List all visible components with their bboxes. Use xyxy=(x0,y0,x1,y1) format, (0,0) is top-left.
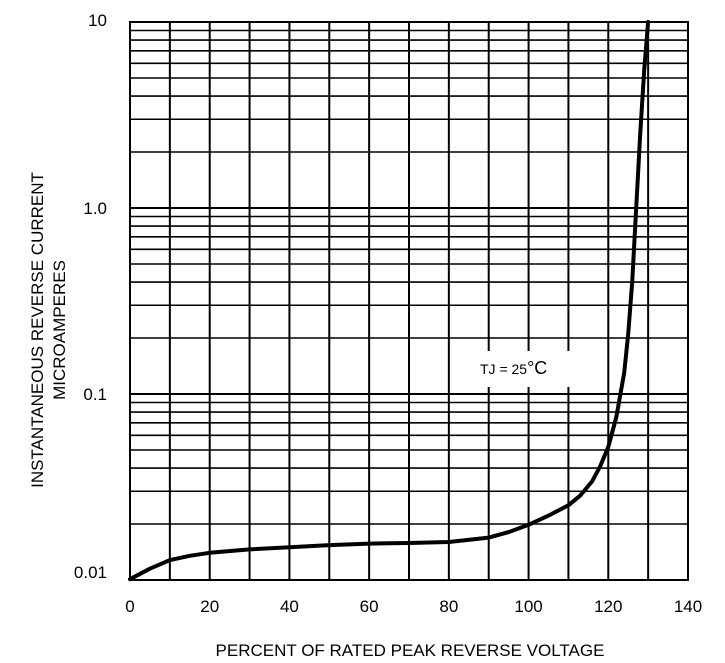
y-tick-label: 0.1 xyxy=(83,385,107,404)
x-axis-title: PERCENT OF RATED PEAK REVERSE VOLTAGE xyxy=(216,641,605,660)
y-axis-title-line2: MICROAMPERES xyxy=(50,260,69,400)
x-tick-label: 20 xyxy=(200,597,219,616)
x-tick-label: 80 xyxy=(439,597,458,616)
x-tick-label: 0 xyxy=(125,597,134,616)
x-tick-label: 140 xyxy=(674,597,702,616)
x-tick-label: 40 xyxy=(280,597,299,616)
annotation-label: TJ = 25°C xyxy=(480,358,547,378)
x-tick-label: 100 xyxy=(514,597,542,616)
y-tick-label: 10 xyxy=(88,11,107,30)
plot-border xyxy=(129,21,689,581)
x-tick-label: 120 xyxy=(594,597,622,616)
annotation-degree-text: °C xyxy=(527,358,547,378)
y-tick-labels: 0.01 0.1 1.0 10 xyxy=(74,11,107,582)
plot-grid xyxy=(129,21,689,581)
y-tick-label: 0.01 xyxy=(74,563,107,582)
y-tick-label: 1.0 xyxy=(83,199,107,218)
y-axis-title-line1: INSTANTANEOUS REVERSE CURRENT xyxy=(28,172,47,488)
temperature-annotation: TJ = 25°C xyxy=(470,351,600,387)
annotation-background xyxy=(470,351,600,387)
x-tick-labels: 0 20 40 60 80 100 120 140 xyxy=(125,597,702,616)
reverse-current-curve xyxy=(128,20,651,582)
annotation-main-text: TJ = 25 xyxy=(480,361,527,377)
x-tick-label: 60 xyxy=(360,597,379,616)
